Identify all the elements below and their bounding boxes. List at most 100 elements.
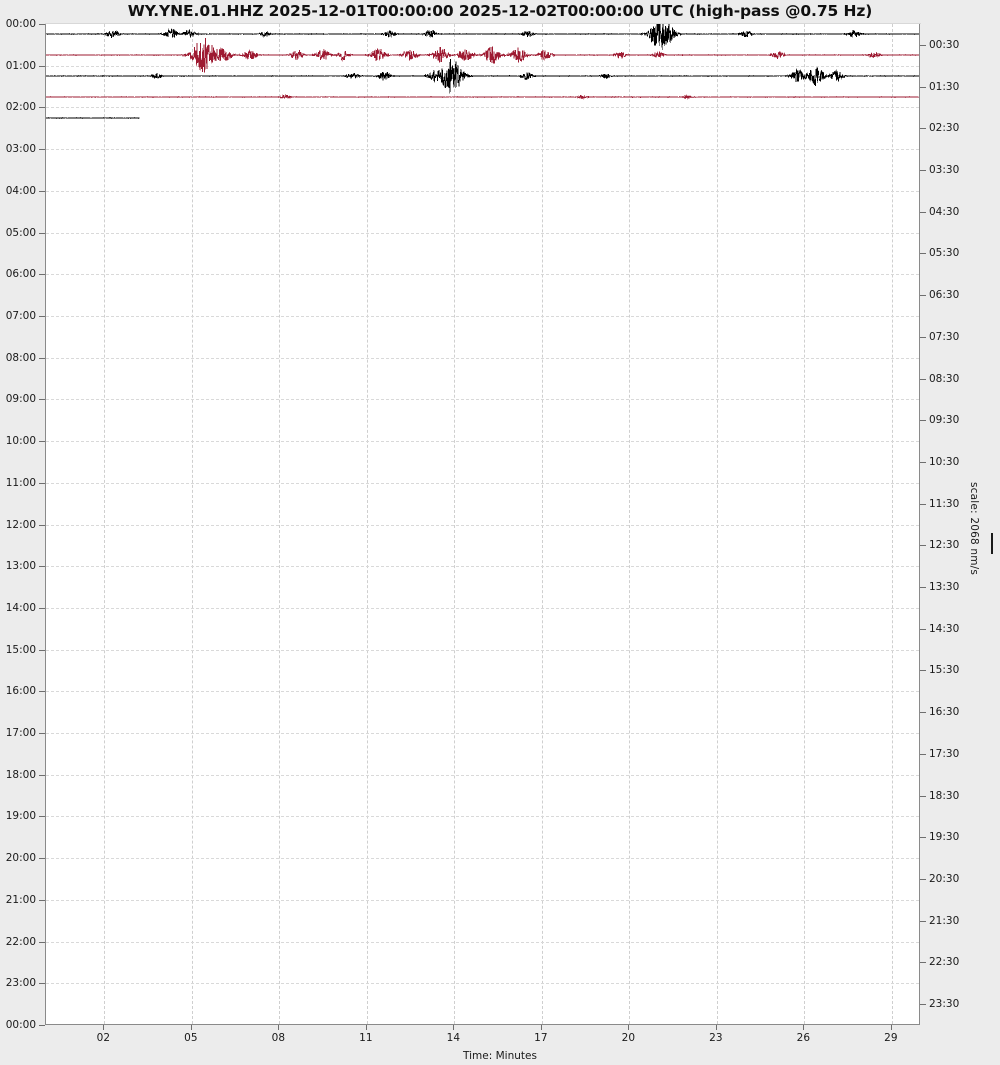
x-tick <box>540 1025 542 1030</box>
y-tick-left <box>39 149 45 151</box>
x-label: 11 <box>359 1032 373 1044</box>
y-label-right: 05:30 <box>929 247 960 260</box>
x-tick <box>453 1025 455 1030</box>
x-label: 17 <box>534 1032 548 1044</box>
y-tick-left <box>39 941 45 943</box>
y-label-right: 21:30 <box>929 914 960 927</box>
x-label: 20 <box>621 1032 636 1044</box>
y-label-left: 06:00 <box>5 268 36 281</box>
horizontal-gridline <box>46 190 919 192</box>
horizontal-gridline <box>46 65 919 67</box>
horizontal-gridline <box>46 983 919 985</box>
horizontal-gridline <box>46 357 919 359</box>
horizontal-gridline <box>46 482 919 484</box>
y-tick-left <box>39 274 45 276</box>
y-label-left: 19:00 <box>5 810 36 823</box>
y-tick-right <box>920 378 926 380</box>
y-tick-left <box>39 357 45 359</box>
horizontal-gridline <box>46 149 919 151</box>
y-label-right: 13:30 <box>929 581 960 594</box>
y-tick-left <box>39 24 45 25</box>
y-label-left: 04:00 <box>5 184 36 197</box>
y-tick-right <box>920 420 926 422</box>
horizontal-gridline <box>46 232 919 234</box>
horizontal-gridline <box>46 274 919 276</box>
y-label-left: 12:00 <box>5 518 36 531</box>
y-label-left: 21:00 <box>5 893 36 906</box>
y-tick-left <box>39 899 45 901</box>
y-tick-left <box>39 482 45 484</box>
y-tick-left <box>39 232 45 234</box>
helicorder-plot-area[interactable] <box>45 24 920 1025</box>
y-label-right: 10:30 <box>929 455 960 468</box>
y-label-right: 19:30 <box>929 831 960 844</box>
y-tick-left <box>39 649 45 651</box>
horizontal-gridline <box>46 858 919 860</box>
y-tick-left <box>39 107 45 109</box>
y-tick-left <box>39 1025 45 1026</box>
y-tick-left <box>39 858 45 860</box>
y-label-left: 20:00 <box>5 852 36 865</box>
horizontal-gridline <box>46 733 919 735</box>
y-label-right: 08:30 <box>929 372 960 385</box>
y-tick-left <box>39 566 45 568</box>
x-label: 05 <box>184 1032 198 1044</box>
y-tick-right <box>920 1004 926 1006</box>
y-tick-left <box>39 524 45 526</box>
y-label-right: 17:30 <box>929 747 960 760</box>
horizontal-gridline <box>46 566 919 568</box>
y-tick-right <box>920 169 926 171</box>
y-tick-right <box>920 712 926 714</box>
y-label-left: 10:00 <box>5 435 36 448</box>
y-tick-right <box>920 253 926 255</box>
y-tick-right <box>920 503 926 505</box>
y-tick-right <box>920 837 926 839</box>
y-tick-right <box>920 86 926 88</box>
x-tick <box>628 1025 630 1030</box>
y-label-left: 17:00 <box>5 727 36 740</box>
y-tick-right <box>920 879 926 881</box>
x-tick <box>715 1025 717 1030</box>
y-label-right: 12:30 <box>929 539 960 552</box>
horizontal-gridline <box>46 315 919 317</box>
x-tick <box>278 1025 280 1030</box>
y-label-right: 02:30 <box>929 122 960 135</box>
y-label-left: 00:00 <box>5 18 36 30</box>
vertical-gridline <box>629 24 631 1024</box>
horizontal-gridline <box>46 899 919 901</box>
vertical-gridline <box>366 24 368 1024</box>
y-tick-right <box>920 587 926 589</box>
horizontal-gridline <box>46 607 919 609</box>
y-label-left: 07:00 <box>5 309 36 322</box>
y-label-right: 15:30 <box>929 664 960 677</box>
y-label-left: 13:00 <box>5 560 36 573</box>
y-label-right: 22:30 <box>929 956 960 969</box>
y-tick-right <box>920 753 926 755</box>
y-tick-right <box>920 295 926 297</box>
y-label-right: 16:30 <box>929 706 960 719</box>
plot-top-edge <box>45 23 921 24</box>
x-label: 26 <box>796 1032 811 1044</box>
y-label-left: 23:00 <box>5 977 36 990</box>
vertical-gridline <box>454 24 456 1024</box>
y-tick-right <box>920 628 926 630</box>
y-tick-left <box>39 441 45 443</box>
y-label-right: 18:30 <box>929 789 960 802</box>
y-tick-right <box>920 545 926 547</box>
vertical-gridline <box>279 24 281 1024</box>
x-tick <box>365 1025 367 1030</box>
y-label-right: 00:30 <box>929 38 960 51</box>
y-label-right: 01:30 <box>929 80 960 93</box>
y-tick-right <box>920 461 926 463</box>
y-tick-left <box>39 691 45 693</box>
y-tick-right <box>920 44 926 46</box>
vertical-gridline <box>804 24 806 1024</box>
y-tick-left <box>39 65 45 67</box>
x-tick <box>803 1025 805 1030</box>
x-label: 02 <box>96 1032 111 1044</box>
horizontal-gridline <box>46 441 919 443</box>
x-axis-title: Time: Minutes <box>463 1050 537 1062</box>
vertical-gridline <box>716 24 718 1024</box>
y-label-left: 02:00 <box>5 101 36 114</box>
